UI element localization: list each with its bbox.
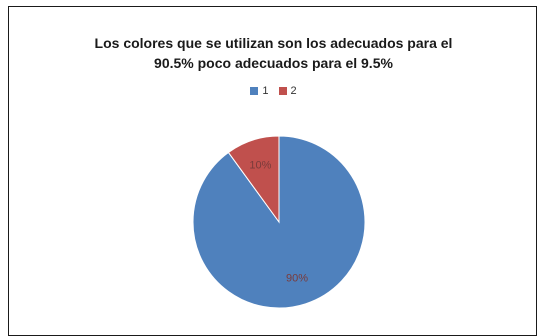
pie-chart: 90% 10% bbox=[192, 135, 366, 309]
legend-label-1: 1 bbox=[262, 85, 269, 97]
legend-item-1: 1 bbox=[250, 85, 269, 97]
legend-label-2: 2 bbox=[290, 85, 297, 97]
chart-title-line-1: Los colores que se utilizan son los adec… bbox=[94, 35, 453, 51]
chart-title-line-2: 90.5% poco adecuados para el 9.5% bbox=[154, 55, 393, 71]
legend-item-2: 2 bbox=[278, 85, 297, 97]
legend-swatch-1 bbox=[250, 87, 259, 95]
legend-swatch-2 bbox=[278, 87, 287, 95]
pie-slice-2 bbox=[227, 135, 280, 224]
chart-title: Los colores que se utilizan son los adec… bbox=[9, 33, 538, 73]
chart-frame: Los colores que se utilizan son los adec… bbox=[8, 6, 537, 336]
data-label-2: 10% bbox=[249, 160, 271, 172]
data-label-1: 90% bbox=[286, 273, 308, 285]
chart-legend: 1 2 bbox=[9, 85, 538, 97]
